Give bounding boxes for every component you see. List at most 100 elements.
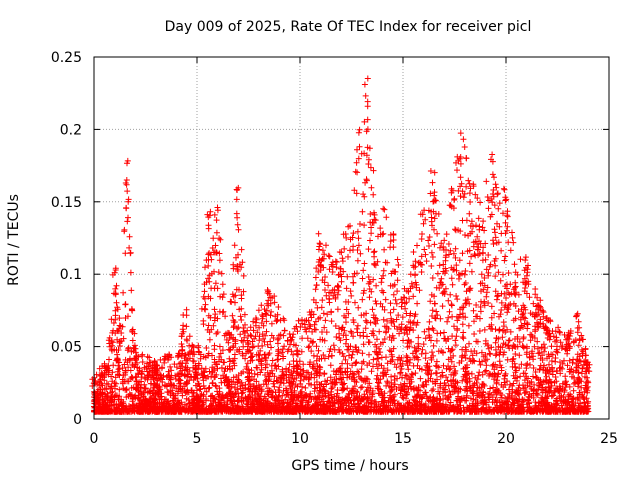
data-point (357, 332, 364, 339)
data-point (510, 317, 517, 324)
data-point (348, 354, 355, 361)
data-point (490, 187, 497, 193)
data-point (445, 356, 452, 363)
data-point (267, 338, 274, 345)
data-point (488, 303, 495, 310)
data-point (185, 371, 192, 378)
data-point (365, 396, 371, 403)
data-point (178, 341, 185, 347)
data-point (372, 341, 379, 348)
data-point (423, 362, 430, 369)
data-point (236, 306, 243, 313)
data-point (492, 339, 499, 346)
data-point (436, 262, 443, 269)
data-point (227, 397, 234, 404)
data-point (379, 303, 386, 310)
data-point (338, 278, 345, 285)
data-point (330, 342, 337, 349)
data-point (549, 364, 556, 371)
data-point (327, 362, 334, 369)
data-point (275, 340, 281, 347)
data-point (253, 407, 260, 414)
data-point (312, 318, 319, 325)
data-point (135, 389, 142, 395)
data-point (361, 260, 368, 267)
data-point (470, 357, 477, 364)
data-point (238, 292, 245, 299)
data-point (564, 398, 571, 405)
data-point (193, 365, 200, 372)
data-point (323, 242, 329, 249)
data-point (289, 392, 296, 399)
data-point (372, 298, 379, 305)
data-point (357, 250, 364, 257)
data-point (410, 293, 417, 300)
data-point (396, 330, 403, 337)
data-point (388, 348, 395, 355)
data-point (450, 250, 457, 257)
data-point (354, 389, 361, 396)
data-point (248, 353, 255, 360)
data-point (520, 334, 527, 341)
data-point (454, 317, 461, 324)
data-point (461, 408, 468, 415)
data-point (533, 390, 540, 397)
data-point (275, 387, 282, 393)
data-point (380, 405, 387, 412)
data-point (410, 385, 417, 392)
data-point (405, 366, 412, 373)
data-point (203, 345, 210, 351)
data-point (213, 330, 220, 337)
data-point (410, 249, 417, 255)
data-point (197, 392, 204, 399)
data-point (383, 382, 390, 389)
data-point (308, 348, 315, 355)
data-point (449, 333, 456, 340)
data-point (492, 288, 499, 295)
data-point (554, 343, 560, 350)
data-point (517, 256, 524, 263)
data-point (548, 358, 555, 364)
data-point (359, 350, 366, 357)
data-point (371, 248, 378, 255)
data-point (118, 403, 125, 410)
data-point (397, 390, 404, 397)
data-point (369, 306, 376, 313)
data-point (249, 401, 256, 408)
data-point (236, 261, 243, 268)
data-point (366, 286, 373, 292)
data-point (354, 228, 361, 235)
data-point (274, 311, 281, 318)
data-point (255, 382, 262, 389)
data-point (579, 350, 586, 357)
data-point (502, 253, 509, 260)
data-point (401, 329, 408, 336)
data-point (552, 355, 559, 361)
data-point (328, 318, 335, 325)
data-point (509, 345, 516, 352)
data-point (489, 362, 496, 369)
data-point (530, 353, 537, 360)
data-point (262, 372, 268, 378)
data-point (438, 347, 445, 354)
data-point (268, 388, 275, 395)
data-point (336, 325, 342, 332)
data-point (258, 362, 265, 369)
data-point (356, 126, 363, 133)
data-point (275, 356, 282, 363)
data-point (454, 167, 460, 174)
data-point (486, 350, 493, 357)
data-point (457, 228, 464, 235)
data-point (441, 329, 447, 336)
data-point (524, 325, 531, 332)
data-point (293, 323, 300, 330)
data-point (450, 376, 457, 383)
data-point (247, 354, 254, 361)
data-point (504, 378, 511, 385)
data-point (229, 391, 236, 398)
data-point (466, 260, 473, 267)
data-point (526, 399, 533, 406)
data-point (283, 368, 289, 375)
data-point (409, 403, 416, 410)
data-point (200, 377, 207, 384)
